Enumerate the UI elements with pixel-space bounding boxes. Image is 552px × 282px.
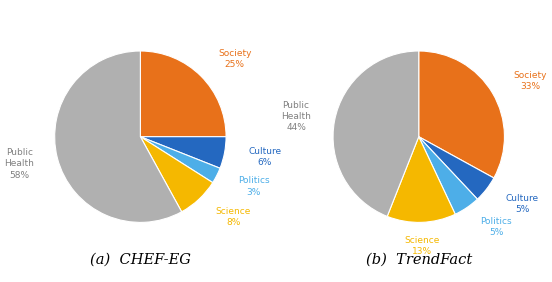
Text: Public
Health
58%: Public Health 58% <box>4 148 34 180</box>
Title: (a)  CHEF-EG: (a) CHEF-EG <box>90 252 191 266</box>
Text: Science
13%: Science 13% <box>405 236 440 256</box>
Text: Public
Health
44%: Public Health 44% <box>281 101 311 132</box>
Wedge shape <box>333 51 419 216</box>
Wedge shape <box>140 137 226 168</box>
Wedge shape <box>419 137 477 214</box>
Title: (b)  TrendFact: (b) TrendFact <box>365 252 472 266</box>
Wedge shape <box>140 137 213 212</box>
Text: Science
8%: Science 8% <box>215 207 251 227</box>
Wedge shape <box>55 51 182 222</box>
Wedge shape <box>419 51 505 178</box>
Wedge shape <box>140 51 226 137</box>
Text: Society
25%: Society 25% <box>218 49 251 69</box>
Text: Culture
6%: Culture 6% <box>248 147 281 167</box>
Wedge shape <box>140 137 220 183</box>
Text: Politics
3%: Politics 3% <box>238 177 270 197</box>
Text: Politics
5%: Politics 5% <box>480 217 512 237</box>
Text: Society
33%: Society 33% <box>513 71 546 91</box>
Wedge shape <box>387 137 455 222</box>
Wedge shape <box>419 137 494 199</box>
Text: Culture
5%: Culture 5% <box>506 194 539 214</box>
